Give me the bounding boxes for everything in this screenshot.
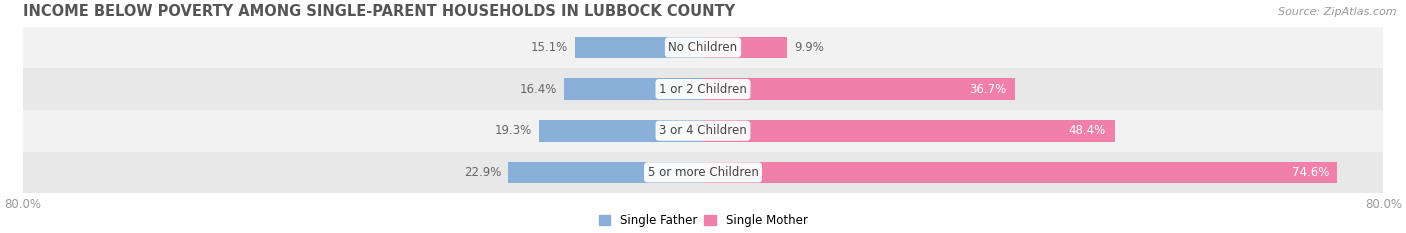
Bar — [564, 78, 703, 100]
Text: 74.6%: 74.6% — [1292, 166, 1329, 179]
Bar — [22, 110, 1384, 151]
Text: 16.4%: 16.4% — [519, 82, 557, 96]
Text: 15.1%: 15.1% — [530, 41, 568, 54]
Bar — [575, 37, 703, 58]
Bar — [22, 68, 1384, 110]
Bar — [703, 37, 787, 58]
Bar — [508, 161, 703, 183]
Legend: Single Father, Single Mother: Single Father, Single Mother — [599, 214, 807, 227]
Bar — [538, 120, 703, 141]
Text: 22.9%: 22.9% — [464, 166, 502, 179]
Text: 1 or 2 Children: 1 or 2 Children — [659, 82, 747, 96]
Bar — [22, 27, 1384, 68]
Bar — [703, 78, 1015, 100]
Text: No Children: No Children — [668, 41, 738, 54]
Text: 9.9%: 9.9% — [794, 41, 824, 54]
Text: 19.3%: 19.3% — [495, 124, 531, 137]
Text: 5 or more Children: 5 or more Children — [648, 166, 758, 179]
Text: 3 or 4 Children: 3 or 4 Children — [659, 124, 747, 137]
Bar — [703, 120, 1115, 141]
Text: INCOME BELOW POVERTY AMONG SINGLE-PARENT HOUSEHOLDS IN LUBBOCK COUNTY: INCOME BELOW POVERTY AMONG SINGLE-PARENT… — [22, 4, 735, 19]
Text: 48.4%: 48.4% — [1069, 124, 1107, 137]
Bar — [22, 151, 1384, 193]
Bar — [703, 161, 1337, 183]
Text: Source: ZipAtlas.com: Source: ZipAtlas.com — [1278, 7, 1396, 17]
Text: 36.7%: 36.7% — [969, 82, 1007, 96]
